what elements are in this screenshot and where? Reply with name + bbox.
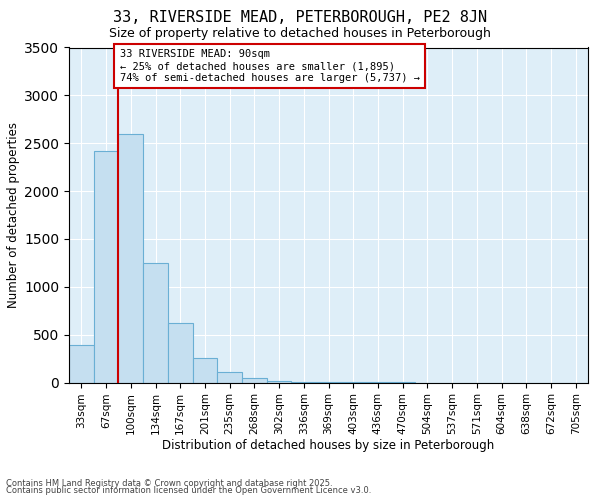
Bar	[69, 345, 94, 383]
Bar	[118, 134, 143, 382]
Text: Contains public sector information licensed under the Open Government Licence v3: Contains public sector information licen…	[6, 486, 371, 495]
Text: Contains HM Land Registry data © Crown copyright and database right 2025.: Contains HM Land Registry data © Crown c…	[6, 478, 332, 488]
X-axis label: Distribution of detached houses by size in Peterborough: Distribution of detached houses by size …	[163, 438, 494, 452]
Text: 33, RIVERSIDE MEAD, PETERBOROUGH, PE2 8JN: 33, RIVERSIDE MEAD, PETERBOROUGH, PE2 8J…	[113, 10, 487, 25]
Bar	[94, 151, 118, 382]
Bar	[242, 378, 267, 382]
Bar	[168, 322, 193, 382]
Bar	[193, 358, 217, 382]
Text: Size of property relative to detached houses in Peterborough: Size of property relative to detached ho…	[109, 28, 491, 40]
Y-axis label: Number of detached properties: Number of detached properties	[7, 122, 20, 308]
Bar	[217, 372, 242, 382]
Text: 33 RIVERSIDE MEAD: 90sqm
← 25% of detached houses are smaller (1,895)
74% of sem: 33 RIVERSIDE MEAD: 90sqm ← 25% of detach…	[119, 50, 419, 82]
Bar	[267, 380, 292, 382]
Bar	[143, 263, 168, 382]
